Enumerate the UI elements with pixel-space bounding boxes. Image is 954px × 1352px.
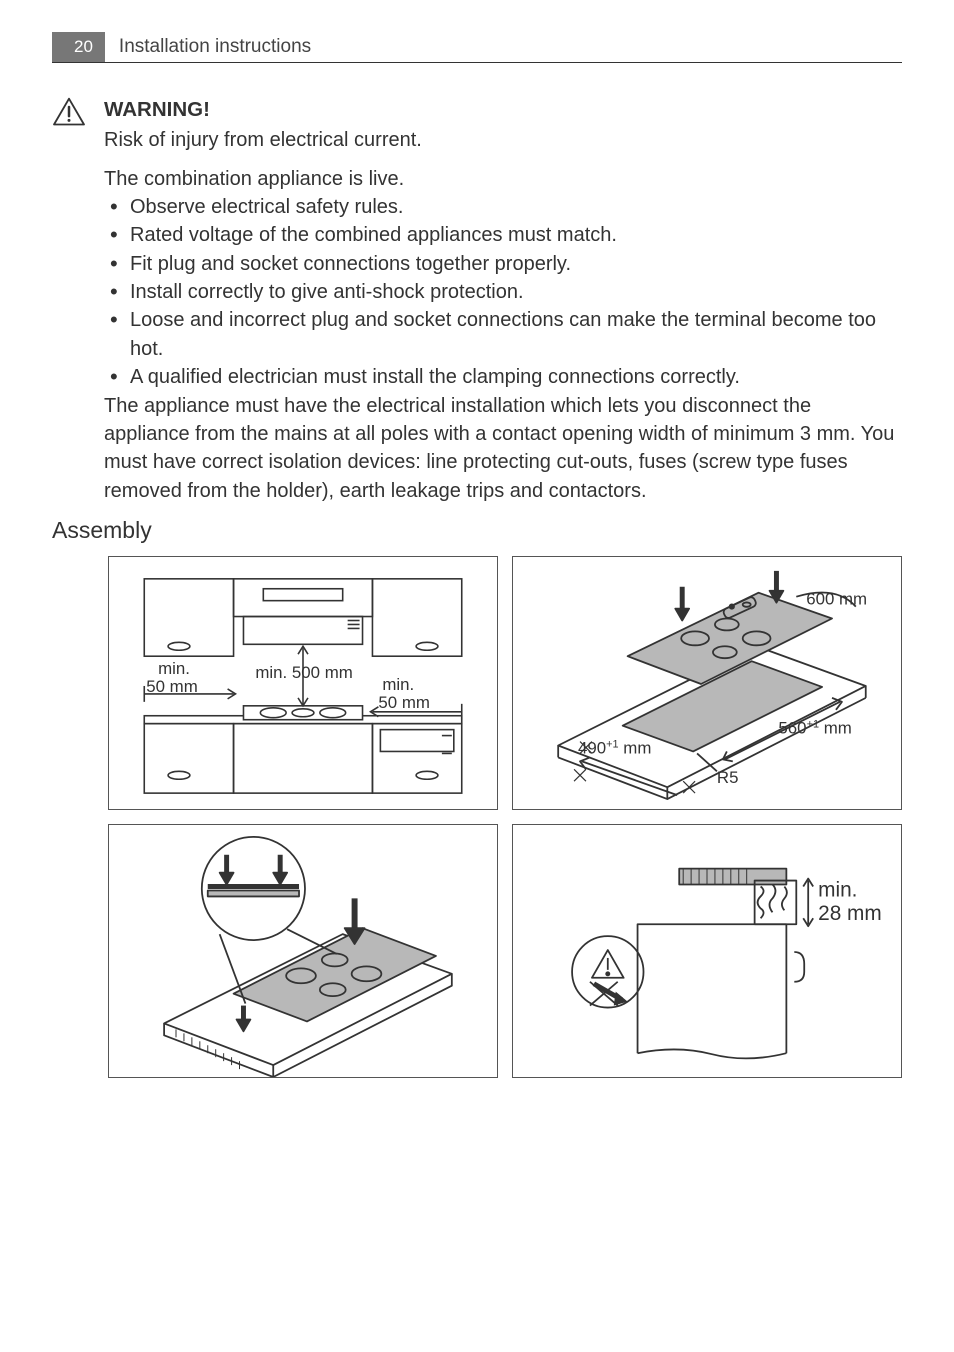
dim-label: min. 500 mm [255,663,352,682]
header-section-title: Installation instructions [105,32,311,62]
list-item: Install correctly to give anti-shock pro… [104,278,902,306]
list-item: A qualified electrician must install the… [104,363,902,391]
dim-label: 50 mm [146,677,198,696]
list-item: Rated voltage of the combined appliances… [104,221,902,249]
warning-block: WARNING! Risk of injury from electrical … [52,95,902,505]
warning-intro: The combination appliance is live. [104,165,902,193]
dim-label: R5 [717,768,739,787]
warning-content: WARNING! Risk of injury from electrical … [104,95,902,505]
diagram-press-fit [108,824,498,1078]
diagram-cutout-dimensions: 600 mm 560+1 mm 490+1 mm R5 [512,556,902,810]
page-header: 20 Installation instructions [52,32,902,63]
dim-label: 600 mm [806,590,867,609]
assembly-diagram-grid: min. 50 mm min. 500 mm min. 50 mm [52,556,902,1078]
dim-label: 28 mm [818,902,882,925]
warning-triangle-icon [52,97,86,127]
diagram-thickness: min. 28 mm [512,824,902,1078]
dim-label: min. [818,879,857,902]
dim-label: min. [158,659,190,678]
list-item: Observe electrical safety rules. [104,193,902,221]
page-number-box: 20 [52,32,105,62]
list-item: Loose and incorrect plug and socket conn… [104,306,902,363]
diagram-clearances: min. 50 mm min. 500 mm min. 50 mm [108,556,498,810]
assembly-heading: Assembly [52,517,902,544]
warning-heading: WARNING! [104,95,902,124]
warning-subheading: Risk of injury from electrical current. [104,126,902,154]
list-item: Fit plug and socket connections together… [104,250,902,278]
warning-bullet-list: Observe electrical safety rules. Rated v… [104,193,902,392]
page-number: 20 [74,37,93,57]
dim-label: min. [382,675,414,694]
svg-text:560+1 mm: 560+1 mm [778,719,851,738]
dim-label: 50 mm [378,693,430,712]
warning-tail: The appliance must have the electrical i… [104,392,902,506]
dim-560: 560+1 mm [778,719,851,738]
